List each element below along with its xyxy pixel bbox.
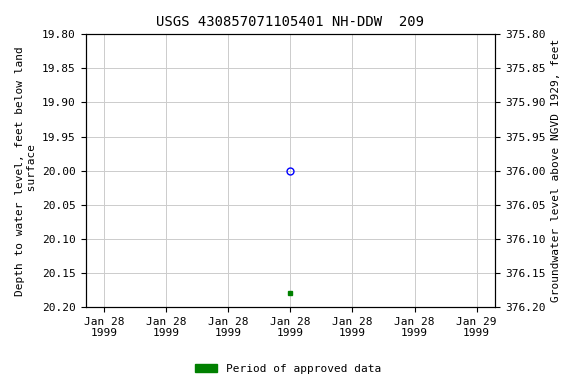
Y-axis label: Depth to water level, feet below land
 surface: Depth to water level, feet below land su…: [15, 46, 37, 296]
Title: USGS 430857071105401 NH-DDW  209: USGS 430857071105401 NH-DDW 209: [157, 15, 425, 29]
Legend: Period of approved data: Period of approved data: [191, 359, 385, 379]
Y-axis label: Groundwater level above NGVD 1929, feet: Groundwater level above NGVD 1929, feet: [551, 39, 561, 302]
